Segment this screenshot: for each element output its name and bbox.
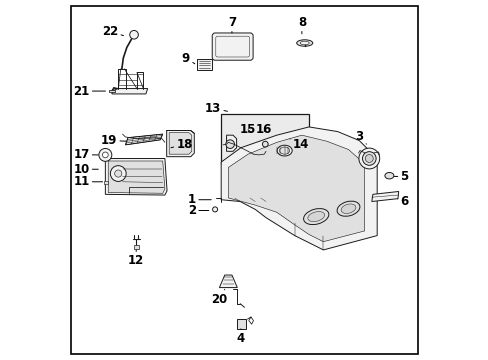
Circle shape bbox=[262, 141, 267, 147]
Text: 9: 9 bbox=[182, 51, 194, 64]
Text: 19: 19 bbox=[101, 134, 126, 147]
Bar bbox=[221, 114, 308, 164]
Text: 16: 16 bbox=[256, 123, 272, 136]
Text: 12: 12 bbox=[128, 250, 144, 267]
Ellipse shape bbox=[365, 154, 372, 162]
Text: 11: 11 bbox=[73, 175, 102, 188]
Circle shape bbox=[110, 166, 126, 181]
Ellipse shape bbox=[296, 40, 312, 46]
Ellipse shape bbox=[307, 212, 324, 222]
Text: 10: 10 bbox=[73, 163, 98, 176]
Circle shape bbox=[225, 140, 234, 148]
Ellipse shape bbox=[341, 204, 355, 213]
Polygon shape bbox=[109, 90, 115, 93]
Polygon shape bbox=[108, 161, 164, 193]
Ellipse shape bbox=[358, 148, 379, 169]
Circle shape bbox=[102, 152, 108, 158]
Text: 18: 18 bbox=[171, 138, 192, 150]
Text: 1: 1 bbox=[187, 193, 211, 206]
Text: 4: 4 bbox=[236, 329, 244, 345]
Circle shape bbox=[99, 148, 112, 161]
Text: 3: 3 bbox=[354, 130, 366, 144]
Text: 22: 22 bbox=[102, 25, 123, 38]
Text: 2: 2 bbox=[187, 204, 208, 217]
Text: 7: 7 bbox=[227, 16, 236, 33]
Text: 17: 17 bbox=[73, 148, 98, 161]
Circle shape bbox=[212, 207, 217, 212]
Text: 5: 5 bbox=[393, 170, 408, 183]
Ellipse shape bbox=[277, 145, 292, 156]
Bar bbox=[237, 319, 246, 329]
Polygon shape bbox=[105, 158, 167, 195]
Ellipse shape bbox=[336, 201, 359, 216]
Polygon shape bbox=[226, 135, 236, 151]
Ellipse shape bbox=[362, 152, 375, 165]
Polygon shape bbox=[221, 127, 376, 250]
Polygon shape bbox=[371, 192, 398, 202]
Ellipse shape bbox=[300, 41, 308, 45]
Polygon shape bbox=[134, 245, 139, 249]
Polygon shape bbox=[104, 181, 108, 184]
Ellipse shape bbox=[303, 208, 328, 225]
Polygon shape bbox=[169, 133, 191, 154]
Circle shape bbox=[115, 170, 122, 177]
Text: 13: 13 bbox=[204, 102, 227, 115]
Polygon shape bbox=[228, 135, 364, 242]
Polygon shape bbox=[219, 275, 237, 288]
Polygon shape bbox=[166, 131, 194, 157]
Text: 6: 6 bbox=[397, 195, 408, 208]
FancyBboxPatch shape bbox=[212, 33, 253, 60]
Text: 20: 20 bbox=[211, 289, 227, 306]
Text: 15: 15 bbox=[240, 123, 256, 136]
Circle shape bbox=[129, 31, 138, 39]
Text: 21: 21 bbox=[73, 85, 105, 98]
Ellipse shape bbox=[279, 147, 289, 154]
Polygon shape bbox=[112, 89, 147, 94]
Polygon shape bbox=[125, 134, 163, 145]
Ellipse shape bbox=[384, 172, 393, 179]
Text: 14: 14 bbox=[289, 138, 308, 150]
Polygon shape bbox=[197, 59, 211, 69]
Text: 8: 8 bbox=[297, 16, 305, 34]
